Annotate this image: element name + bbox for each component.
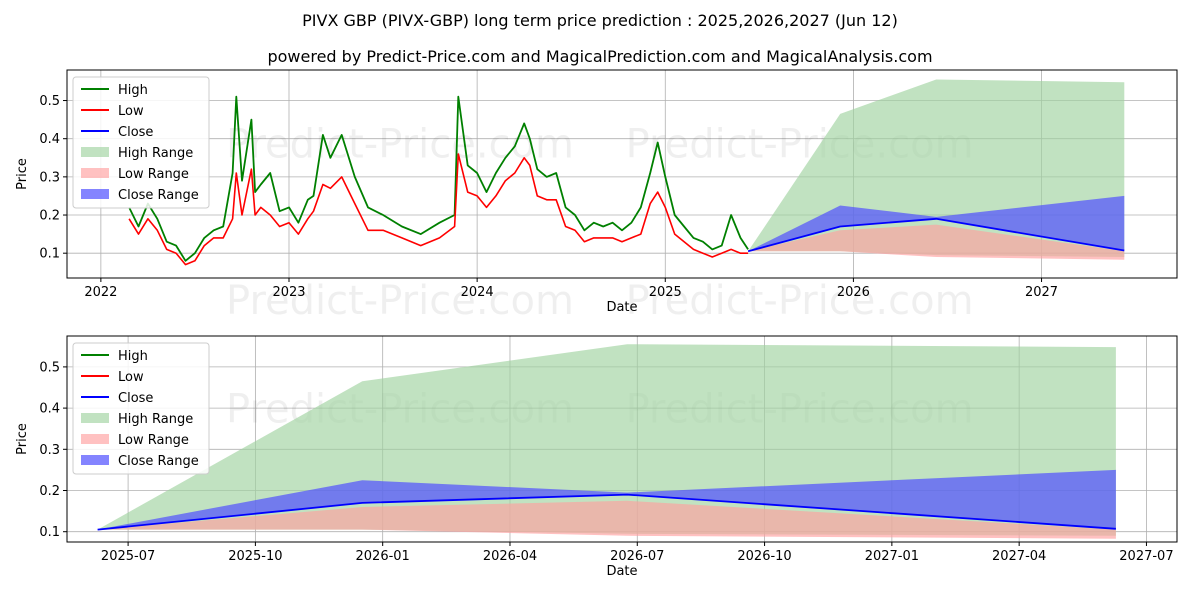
x-tick-label: 2026-04: [483, 549, 537, 564]
y-axis-label: Price: [15, 158, 30, 190]
plot-area: [128, 79, 1125, 266]
legend-patch-swatch: [81, 147, 109, 157]
y-tick-label: 0.3: [39, 443, 60, 458]
x-tick-label: 2025: [649, 285, 682, 300]
legend-entry-label: Low: [118, 104, 144, 119]
y-axis-ticks: 0.1 0.2 0.3 0.4 0.5: [39, 94, 67, 262]
watermark-text: Predict-Price.com: [226, 278, 574, 324]
low-range-band: [97, 500, 1116, 539]
y-tick-label: 0.4: [39, 132, 60, 147]
legend: High Low Close High Range Low Range Close Ran…: [72, 76, 210, 209]
close-forecast-line: [97, 493, 1116, 531]
legend-patch-swatch: [81, 434, 109, 444]
y-tick-label: 0.5: [39, 360, 60, 375]
close-range-band: [748, 195, 1125, 252]
x-tick-label: 2025-07: [101, 549, 155, 564]
y-tick-label: 0.2: [39, 484, 60, 499]
y-tick-label: 0.5: [39, 94, 60, 109]
legend-entry-label: Close Range: [118, 188, 199, 203]
x-tick-label: 2027: [1025, 285, 1058, 300]
x-tick-label: 2027-04: [992, 549, 1046, 564]
legend-entry-label: High: [118, 83, 148, 98]
x-axis-label: Date: [606, 300, 637, 315]
legend-patch-swatch: [81, 168, 109, 178]
x-tick-label: 2024: [461, 285, 494, 300]
bottom-panel: Predict-Price.comPredict-Price.com2025-0…: [15, 335, 1178, 579]
y-tick-label: 0.1: [39, 525, 60, 540]
legend-entry-label: Low Range: [118, 433, 189, 448]
top-panel: Predict-Price.com Predict-Price.comPredic…: [15, 69, 1178, 324]
y-axis-label: Price: [15, 423, 30, 455]
low-series-line: [128, 153, 749, 266]
x-tick-label: 2026-07: [610, 549, 664, 564]
x-tick-label: 2027-07: [1119, 549, 1173, 564]
x-tick-label: 2026: [837, 285, 870, 300]
legend-entry-label: Low: [118, 370, 144, 385]
legend: High Low Close High Range Low Range Close Ran…: [72, 342, 210, 475]
axes-frame: [66, 335, 1178, 543]
legend-entry-label: High: [118, 349, 148, 364]
close-range-band: [97, 469, 1116, 530]
legend-patch-swatch: [81, 189, 109, 199]
x-axis-ticks: 2022 2023 2024 2025 2026 2027: [84, 278, 1058, 300]
legend-entry-label: Close Range: [118, 454, 199, 469]
x-tick-label: 2023: [272, 285, 305, 300]
chart-title: PIVX GBP (PIVX-GBP) long term price pred…: [302, 11, 898, 30]
legend-patch-swatch: [81, 413, 109, 423]
axes-frame: [66, 69, 1178, 279]
chart-subtitle: powered by Predict-Price.com and Magical…: [267, 47, 932, 66]
legend-entry-label: High Range: [118, 412, 193, 427]
high-series-line: [128, 95, 749, 262]
x-tick-label: 2027-01: [865, 549, 919, 564]
watermark-text: Predict-Price.com: [626, 278, 974, 324]
legend-entry-label: High Range: [118, 146, 193, 161]
legend-patch-swatch: [81, 455, 109, 465]
x-tick-label: 2025-10: [228, 549, 282, 564]
y-tick-label: 0.3: [39, 170, 60, 185]
x-axis-label: Date: [606, 564, 637, 579]
low-range-band: [748, 224, 1125, 260]
legend-entry-label: Close: [118, 125, 153, 140]
y-tick-label: 0.4: [39, 402, 60, 417]
plot-area: [97, 344, 1116, 539]
x-axis-ticks: 2025-07 2025-10 2026-01 2026-04 2026-07 2026-…: [101, 542, 1174, 564]
close-forecast-line: [747, 217, 1125, 253]
y-tick-label: 0.1: [39, 247, 60, 262]
legend-entry-label: Low Range: [118, 167, 189, 182]
y-axis-ticks: 0.1 0.2 0.3 0.4 0.5: [39, 360, 67, 540]
legend-entry-label: Close: [118, 391, 153, 406]
x-tick-label: 2026-01: [356, 549, 410, 564]
x-tick-label: 2026-10: [737, 549, 791, 564]
y-tick-label: 0.2: [39, 209, 60, 224]
x-tick-label: 2022: [84, 285, 117, 300]
